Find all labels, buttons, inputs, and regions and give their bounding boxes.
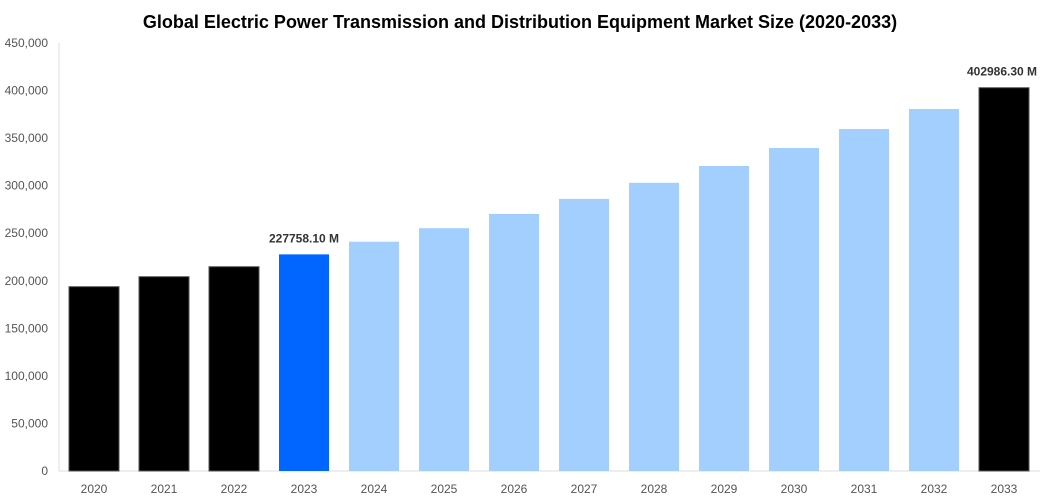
x-tick-label: 2025 [431, 482, 458, 496]
bar-2030 [769, 148, 819, 471]
bar-2020 [68, 286, 120, 472]
x-tick-label: 2030 [781, 482, 808, 496]
y-tick-label: 450,000 [5, 36, 49, 50]
axes: 0 50,000 100,000 150,000 200,000 250,000 300,0… [5, 36, 1040, 496]
bar-2033 [978, 87, 1030, 472]
x-tick-label: 2029 [711, 482, 738, 496]
bar-2022 [208, 266, 260, 472]
y-tick-label: 0 [41, 464, 48, 478]
data-labels: 227758.10 M 402986.30 M [269, 65, 1037, 246]
bar-2032 [909, 109, 959, 471]
x-tick-label: 2026 [501, 482, 528, 496]
x-tick-label: 2020 [81, 482, 108, 496]
x-tick-label: 2033 [991, 482, 1018, 496]
bar-2025 [419, 228, 469, 471]
data-label-2033: 402986.30 M [967, 65, 1037, 79]
y-tick-label: 100,000 [5, 369, 49, 383]
data-label-2023: 227758.10 M [269, 231, 339, 245]
bar-2031 [839, 129, 889, 471]
y-tick-label: 50,000 [11, 416, 48, 430]
bar-2021 [138, 276, 190, 472]
x-tick-label: 2031 [851, 482, 878, 496]
chart-title: Global Electric Power Transmission and D… [143, 12, 897, 32]
x-tick-label: 2027 [571, 482, 598, 496]
bar-2024 [349, 241, 399, 471]
bar-2023 [279, 254, 329, 471]
y-tick-label: 350,000 [5, 131, 49, 145]
y-tick-label: 200,000 [5, 274, 49, 288]
x-tick-label: 2022 [221, 482, 248, 496]
bar-2026 [489, 213, 539, 471]
bar-2029 [699, 165, 749, 471]
x-tick-label: 2028 [641, 482, 668, 496]
x-tick-label: 2021 [151, 482, 178, 496]
x-tick-label: 2023 [291, 482, 318, 496]
y-tick-label: 400,000 [5, 84, 49, 98]
y-tick-label: 250,000 [5, 226, 49, 240]
bar-2028 [629, 182, 679, 471]
bars [68, 87, 1030, 472]
bar-2027 [559, 198, 609, 471]
x-tick-label: 2024 [361, 482, 388, 496]
x-tick-label: 2032 [921, 482, 948, 496]
y-tick-label: 150,000 [5, 321, 49, 335]
y-tick-label: 300,000 [5, 179, 49, 193]
